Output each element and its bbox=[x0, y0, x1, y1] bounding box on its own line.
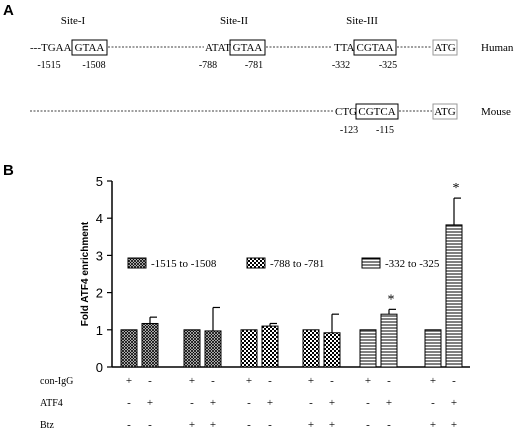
legend-label: -332 to -325 bbox=[385, 258, 440, 270]
site-3-seq-left: TTA bbox=[334, 42, 355, 54]
human-atg: ATG bbox=[434, 42, 455, 54]
bar-chart: 0 1 2 3 4 5 Fold ATF4 enrichment * * -1515 to -15… bbox=[40, 174, 470, 431]
y-tick-label: 2 bbox=[96, 286, 103, 301]
condition-sign: + bbox=[430, 419, 436, 431]
condition-sign: - bbox=[190, 397, 194, 409]
bar bbox=[240, 329, 258, 368]
site-1-label: Site-I bbox=[61, 15, 86, 27]
bar bbox=[204, 330, 222, 368]
condition-label: con-IgG bbox=[40, 376, 73, 387]
mouse-seq-left: CTG bbox=[335, 106, 357, 118]
y-tick-label: 1 bbox=[96, 323, 103, 338]
condition-sign: + bbox=[210, 419, 216, 431]
site-1-seq-left: ---TGAA bbox=[30, 42, 72, 54]
bar bbox=[445, 224, 463, 368]
y-tick-label: 4 bbox=[96, 211, 103, 226]
mouse-pos-right: -115 bbox=[376, 125, 394, 136]
condition-sign: + bbox=[189, 375, 195, 387]
legend-swatch bbox=[127, 257, 147, 269]
condition-sign: - bbox=[366, 419, 370, 431]
site-3-box bbox=[353, 39, 397, 56]
condition-sign: - bbox=[148, 375, 152, 387]
bar bbox=[261, 325, 279, 368]
condition-sign: + bbox=[386, 397, 392, 409]
condition-sign: + bbox=[308, 375, 314, 387]
condition-sign: - bbox=[127, 397, 131, 409]
condition-sign: - bbox=[247, 397, 251, 409]
y-tick-label: 5 bbox=[96, 174, 103, 189]
site-2-box-seq: GTAA bbox=[233, 42, 263, 54]
site-2-pos-left: -788 bbox=[199, 60, 217, 71]
condition-sign: - bbox=[431, 397, 435, 409]
mouse-label: Mouse bbox=[481, 106, 511, 118]
panel-b-letter: B bbox=[3, 162, 14, 179]
condition-sign: - bbox=[330, 375, 334, 387]
bar bbox=[120, 329, 138, 368]
condition-sign: - bbox=[387, 419, 391, 431]
site-3-pos-right: -325 bbox=[379, 60, 397, 71]
condition-sign: + bbox=[430, 375, 436, 387]
site-2-seq-left: ATAT bbox=[205, 42, 231, 54]
site-1-pos-right: -1508 bbox=[82, 60, 105, 71]
site-2-label: Site-II bbox=[220, 15, 248, 27]
condition-sign: + bbox=[210, 397, 216, 409]
site-1-box-seq: GTAA bbox=[75, 42, 105, 54]
condition-sign: - bbox=[309, 397, 313, 409]
significance-star: * bbox=[453, 181, 460, 196]
human-label: Human bbox=[481, 42, 514, 54]
site-1-pos-left: -1515 bbox=[37, 60, 60, 71]
condition-sign: + bbox=[451, 419, 457, 431]
condition-sign: + bbox=[189, 419, 195, 431]
site-3-pos-left: -332 bbox=[332, 60, 350, 71]
bar bbox=[424, 329, 442, 368]
mouse-pos-left: -123 bbox=[340, 125, 358, 136]
condition-sign: - bbox=[452, 375, 456, 387]
condition-sign: + bbox=[329, 397, 335, 409]
condition-sign: + bbox=[451, 397, 457, 409]
condition-sign: - bbox=[387, 375, 391, 387]
bar bbox=[359, 329, 377, 368]
mouse-box-seq: CGTCA bbox=[358, 106, 395, 118]
legend-label: -1515 to -1508 bbox=[151, 258, 217, 270]
condition-sign: - bbox=[268, 419, 272, 431]
legend-label: -788 to -781 bbox=[270, 258, 324, 270]
condition-sign: - bbox=[366, 397, 370, 409]
mouse-atg: ATG bbox=[434, 106, 455, 118]
condition-sign: + bbox=[365, 375, 371, 387]
condition-sign: + bbox=[126, 375, 132, 387]
condition-label: Btz bbox=[40, 420, 54, 431]
condition-sign: + bbox=[147, 397, 153, 409]
significance-star: * bbox=[388, 292, 395, 307]
condition-sign: - bbox=[268, 375, 272, 387]
bar bbox=[141, 322, 159, 368]
condition-sign: + bbox=[308, 419, 314, 431]
site-1-box bbox=[71, 39, 108, 56]
human-atg-box bbox=[432, 39, 458, 56]
condition-sign: - bbox=[127, 419, 131, 431]
bar bbox=[302, 329, 320, 368]
condition-sign: + bbox=[329, 419, 335, 431]
bar bbox=[380, 313, 398, 368]
site-2-pos-right: -781 bbox=[245, 60, 263, 71]
site-3-label: Site-III bbox=[346, 15, 378, 27]
y-tick-label: 0 bbox=[96, 360, 103, 375]
bar bbox=[323, 332, 341, 368]
mouse-box bbox=[355, 103, 399, 120]
bar bbox=[183, 329, 201, 368]
condition-sign: - bbox=[148, 419, 152, 431]
panel-a-letter: A bbox=[3, 2, 14, 19]
y-axis-label: Fold ATF4 enrichment bbox=[80, 221, 91, 326]
legend-swatch bbox=[361, 257, 381, 269]
condition-sign: + bbox=[246, 375, 252, 387]
condition-sign: - bbox=[247, 419, 251, 431]
condition-label: ATF4 bbox=[40, 398, 63, 409]
condition-sign: + bbox=[267, 397, 273, 409]
mouse-atg-box bbox=[432, 103, 458, 120]
y-tick-label: 3 bbox=[96, 248, 103, 263]
condition-sign: - bbox=[211, 375, 215, 387]
site-3-box-seq: CGTAA bbox=[356, 42, 393, 54]
site-2-box bbox=[229, 39, 266, 56]
legend-swatch bbox=[246, 257, 266, 269]
